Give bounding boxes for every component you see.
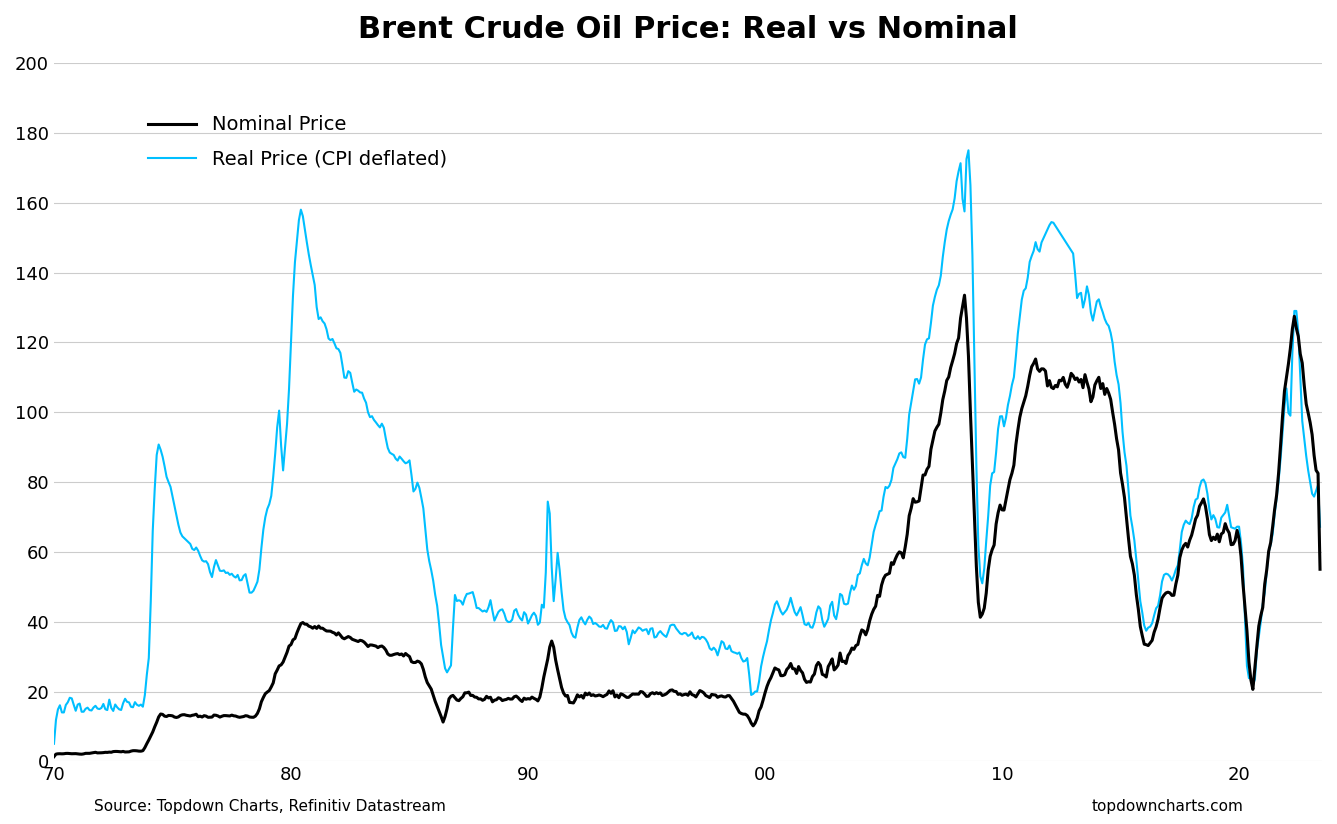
Nominal Price <box>893 548 909 558</box>
Real Price (CPI deflated) <box>226 571 242 581</box>
Line: Nominal Price: Nominal Price <box>53 295 1320 756</box>
Real Price (CPI deflated) <box>893 447 909 457</box>
Legend: Nominal Price, Real Price (CPI deflated): Nominal Price, Real Price (CPI deflated) <box>140 108 455 177</box>
Nominal Price <box>1249 642 1265 652</box>
Real Price (CPI deflated) <box>1249 647 1265 657</box>
Nominal Price <box>956 290 972 300</box>
Text: Source: Topdown Charts, Refinitiv Datastream: Source: Topdown Charts, Refinitiv Datast… <box>94 799 445 814</box>
Title: Brent Crude Oil Price: Real vs Nominal: Brent Crude Oil Price: Real vs Nominal <box>358 15 1017 44</box>
Nominal Price <box>45 751 62 761</box>
Line: Real Price (CPI deflated): Real Price (CPI deflated) <box>53 150 1320 744</box>
Nominal Price <box>1071 377 1087 387</box>
Real Price (CPI deflated) <box>45 739 62 749</box>
Nominal Price <box>1312 564 1328 574</box>
Real Price (CPI deflated) <box>1312 522 1328 531</box>
Real Price (CPI deflated) <box>1004 380 1020 390</box>
Text: topdowncharts.com: topdowncharts.com <box>1091 799 1243 814</box>
Nominal Price <box>226 711 242 721</box>
Real Price (CPI deflated) <box>1071 289 1087 299</box>
Nominal Price <box>558 691 574 701</box>
Nominal Price <box>1004 468 1020 478</box>
Real Price (CPI deflated) <box>558 613 574 623</box>
Real Price (CPI deflated) <box>960 145 976 155</box>
